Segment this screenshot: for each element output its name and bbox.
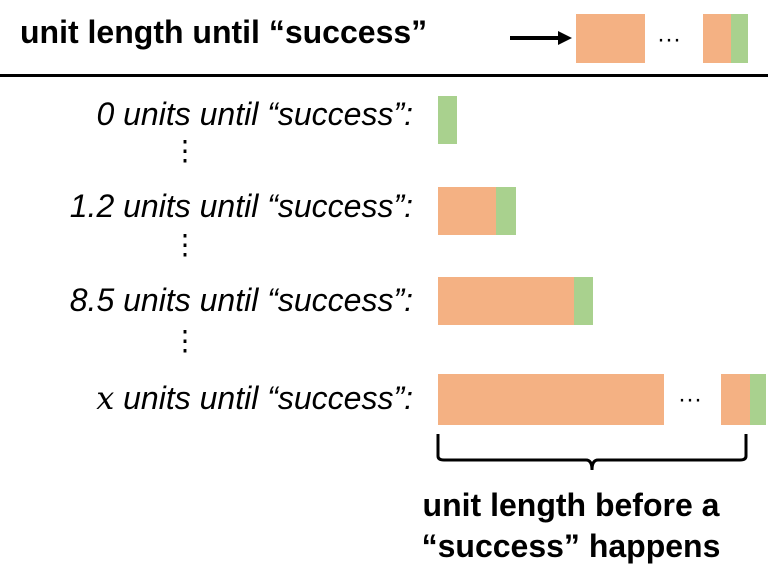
- vdots-2: ⋮: [171, 229, 199, 260]
- brace-caption-line-1: unit length before a: [422, 487, 720, 523]
- header-ellipsis: ···: [657, 26, 681, 53]
- brace-icon: [436, 434, 748, 471]
- row-0-success-bar: [438, 96, 457, 144]
- header-success-bar: [731, 14, 748, 63]
- arrow-icon: [510, 31, 572, 45]
- row-label-3: x units until “success”:: [96, 379, 413, 417]
- header-failure-bar: [576, 14, 645, 63]
- vdots-3: ⋮: [171, 325, 199, 356]
- row-3-success-bar: [750, 374, 766, 425]
- row-label-0: 0 units until “success”:: [96, 96, 413, 132]
- header-failure-bar-end: [703, 14, 731, 63]
- row-2-success-bar: [574, 277, 593, 325]
- row-2-failure-bar: [438, 277, 574, 325]
- row-3-failure-bar: [438, 374, 664, 425]
- vdots-1: ⋮: [171, 135, 199, 166]
- row-1-failure-bar: [438, 187, 496, 235]
- row-1-success-bar: [496, 187, 516, 235]
- row-3-ellipsis: ···: [678, 386, 702, 413]
- row-label-1: 1.2 units until “success”:: [69, 188, 413, 224]
- row-label-2: 8.5 units until “success”:: [69, 282, 413, 318]
- row-label-3-text: units until “success”:: [114, 380, 413, 416]
- brace-caption-line-2: “success” happens: [421, 528, 721, 564]
- row-3-failure-bar-end: [721, 374, 750, 425]
- row-label-3-variable: x: [96, 379, 115, 417]
- diagram-title: unit length until “success”: [20, 14, 428, 50]
- divider: [0, 74, 768, 77]
